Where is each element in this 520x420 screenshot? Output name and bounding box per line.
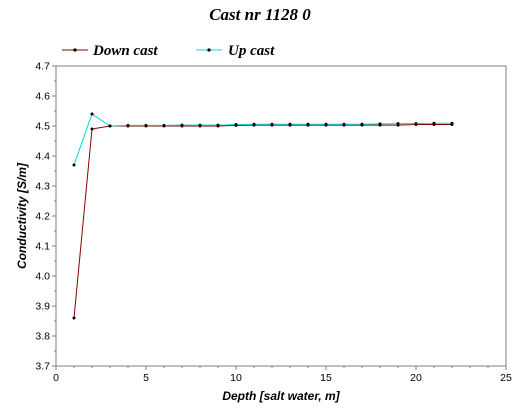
y-tick-label: 3.8 [35,331,50,343]
x-tick-label: 20 [410,372,422,384]
data-point-up-cast [450,121,454,125]
x-axis-label: Depth [salt water, m] [222,389,340,403]
x-tick-label: 10 [230,372,242,384]
y-tick-label: 4.4 [35,151,50,163]
data-point-down-cast [90,127,94,131]
y-tick-label: 3.9 [35,301,50,313]
legend-marker-down-cast [73,48,77,52]
y-tick-label: 4.7 [35,61,50,73]
data-point-up-cast [180,123,184,127]
legend-label-up-cast: Up cast [228,43,275,59]
data-point-up-cast [342,122,346,126]
y-tick-label: 4.3 [35,181,50,193]
data-point-up-cast [162,123,166,127]
data-point-up-cast [72,163,76,167]
data-point-up-cast [396,122,400,126]
legend-label-down-cast: Down cast [92,43,158,59]
y-tick-label: 4.0 [35,271,50,283]
data-point-up-cast [378,122,382,126]
series-line-up-cast [73,113,452,166]
data-point-up-cast [270,122,274,126]
series-line-down-cast [73,124,452,319]
data-point-up-cast [324,122,328,126]
data-point-up-cast [432,121,436,125]
y-tick-label: 4.2 [35,211,50,223]
series-lines [73,113,452,319]
plot-area [55,65,507,367]
data-point-up-cast [198,123,202,127]
data-point-up-cast [108,124,112,128]
y-tick-label: 4.1 [35,241,50,253]
data-point-down-cast [72,316,76,320]
data-point-up-cast [306,122,310,126]
data-point-up-cast [234,123,238,126]
chart-title: Cast nr 1128 0 [209,5,311,24]
x-tick-label: 5 [143,372,149,384]
data-point-up-cast [288,122,292,126]
x-tick-label: 25 [500,372,512,384]
data-point-up-cast [126,123,130,127]
y-tick-label: 4.5 [35,121,50,133]
legend: Down cast Up cast [62,43,275,59]
x-tick-label: 0 [53,372,59,384]
y-tick-label: 4.6 [35,91,50,103]
data-point-up-cast [360,122,364,126]
y-tick-label: 3.7 [35,361,50,373]
legend-marker-up-cast [207,48,211,52]
x-axis: 0 5 10 15 20 25 [53,366,512,384]
data-point-up-cast [90,112,94,116]
data-point-up-cast [144,123,148,127]
x-tick-label: 15 [320,372,332,384]
series-markers [72,112,454,320]
y-axis-label: Conductivity [S/m] [15,162,29,269]
data-point-up-cast [414,122,418,126]
data-point-up-cast [216,123,220,127]
y-axis: 3.7 3.8 3.9 4.0 4.1 4.2 4.3 4.4 4.5 4.6 4.7 [35,61,56,373]
data-point-up-cast [252,122,256,126]
